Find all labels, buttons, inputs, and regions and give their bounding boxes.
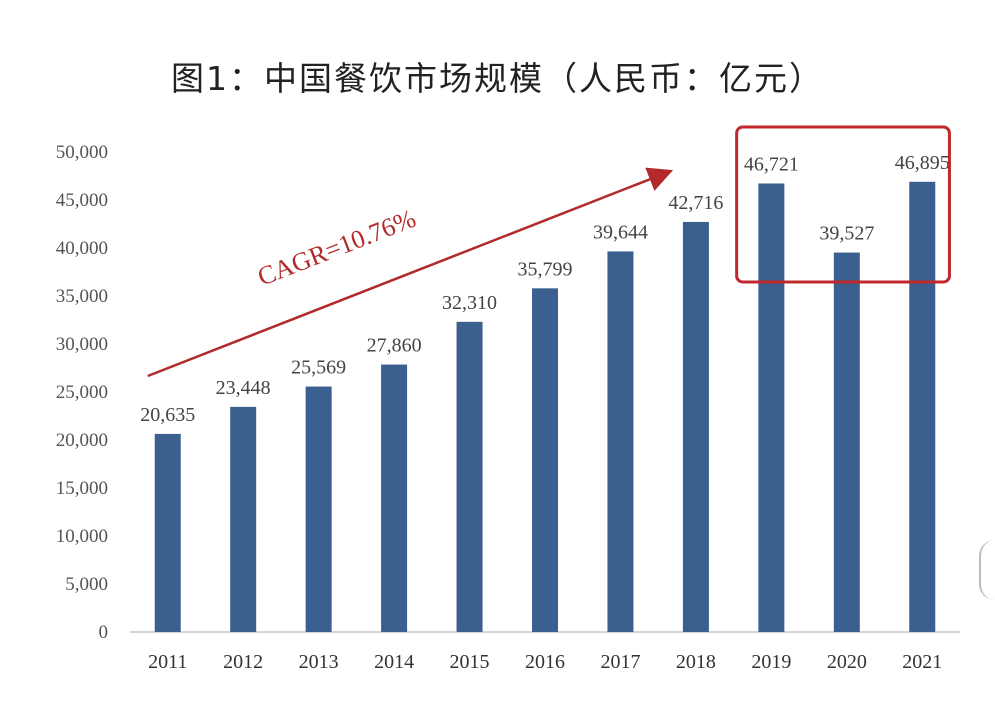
- data-label: 39,644: [593, 221, 648, 243]
- x-tick-label: 2019: [751, 651, 791, 673]
- bar-2019: [758, 183, 785, 632]
- bar-2014: [381, 364, 408, 632]
- x-tick-label: 2014: [374, 651, 414, 673]
- x-tick-label: 2011: [148, 651, 187, 673]
- data-label: 35,799: [518, 258, 573, 280]
- data-label: 23,448: [216, 377, 271, 399]
- data-label: 39,527: [819, 223, 874, 245]
- bar-2015: [456, 321, 483, 632]
- y-tick-label: 5,000: [65, 574, 108, 595]
- edge-decoration: [979, 540, 995, 600]
- data-label: 42,716: [668, 192, 723, 214]
- y-tick-label: 30,000: [56, 334, 108, 355]
- data-label: 46,721: [744, 153, 799, 175]
- data-label: 25,569: [291, 357, 346, 379]
- bar-2018: [682, 221, 709, 633]
- x-tick-label: 2015: [450, 651, 490, 673]
- bar-2021: [909, 181, 936, 633]
- x-tick-label: 2020: [827, 651, 867, 673]
- data-label: 32,310: [442, 292, 497, 314]
- y-tick-label: 45,000: [56, 190, 108, 211]
- y-tick-label: 15,000: [56, 478, 108, 499]
- y-tick-label: 50,000: [56, 142, 108, 163]
- data-label: 27,860: [367, 335, 422, 357]
- y-tick-label: 20,000: [56, 430, 108, 451]
- x-tick-label: 2013: [299, 651, 339, 673]
- bar-2013: [305, 386, 332, 632]
- data-label: 20,635: [140, 404, 195, 426]
- bar-2012: [230, 406, 257, 632]
- bar-2020: [833, 252, 860, 632]
- y-tick-label: 25,000: [56, 382, 108, 403]
- bar-2017: [607, 251, 634, 632]
- y-tick-label: 10,000: [56, 526, 108, 547]
- x-tick-label: 2017: [600, 651, 640, 673]
- bar-2016: [532, 288, 558, 632]
- cagr-arrow: [147, 167, 674, 378]
- y-tick-label: 35,000: [56, 286, 108, 307]
- x-tick-label: 2012: [223, 651, 263, 673]
- y-tick-label: 0: [99, 622, 109, 643]
- data-label: 46,895: [895, 152, 950, 174]
- y-tick-label: 40,000: [56, 238, 108, 259]
- x-tick-label: 2021: [902, 651, 942, 673]
- bar-2011: [154, 433, 181, 632]
- highlight-box: [735, 125, 951, 284]
- x-tick-label: 2016: [525, 651, 565, 673]
- x-tick-label: 2018: [676, 651, 716, 673]
- chart-title: 图1：中国餐饮市场规模（人民币：亿元）: [171, 59, 824, 98]
